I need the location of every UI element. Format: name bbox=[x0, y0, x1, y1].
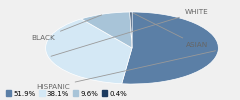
Wedge shape bbox=[46, 19, 132, 84]
Text: HISPANIC: HISPANIC bbox=[36, 51, 216, 90]
Wedge shape bbox=[81, 12, 132, 48]
Wedge shape bbox=[122, 12, 218, 84]
Legend: 51.9%, 38.1%, 9.6%, 0.4%: 51.9%, 38.1%, 9.6%, 0.4% bbox=[6, 90, 127, 96]
Text: WHITE: WHITE bbox=[51, 9, 209, 56]
Text: BLACK: BLACK bbox=[31, 15, 102, 41]
Wedge shape bbox=[130, 12, 132, 48]
Text: ASIAN: ASIAN bbox=[133, 13, 208, 48]
